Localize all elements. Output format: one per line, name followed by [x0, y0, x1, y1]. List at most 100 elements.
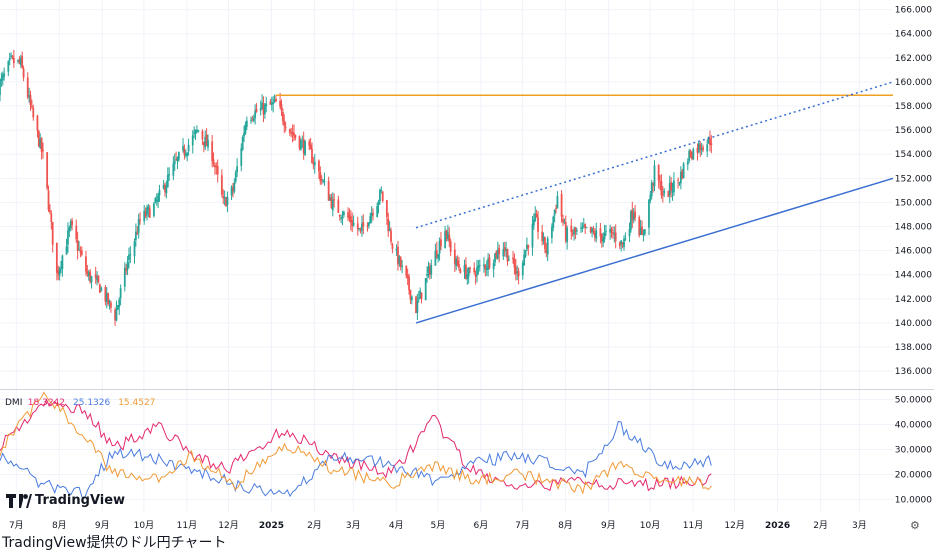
candle-body: [613, 233, 616, 235]
candle-body: [304, 141, 306, 156]
candle-body: [322, 180, 324, 182]
candle-body: [42, 149, 44, 152]
candle-body: [100, 287, 103, 291]
candle-body: [309, 144, 312, 150]
candle-body: [281, 111, 284, 122]
candle-body: [157, 195, 159, 202]
price-tick-label: 148.000: [895, 223, 932, 233]
candle-body: [507, 259, 510, 261]
candle-body: [1, 74, 4, 80]
trendline-blue-support[interactable]: [415, 177, 894, 324]
time-tick-label: 3月: [346, 520, 361, 531]
price-tick-label: 162.000: [895, 54, 932, 64]
candle-body: [697, 143, 700, 152]
candle-body: [162, 185, 165, 189]
candle-body: [323, 180, 326, 182]
candle-body: [535, 213, 538, 218]
candle-body: [459, 269, 462, 274]
candle-body: [80, 250, 83, 255]
candle-body: [589, 226, 592, 233]
candle-body: [379, 189, 381, 202]
candle-body: [686, 161, 689, 165]
candle-body: [293, 132, 295, 136]
dmi-tick-label: 40.0000: [895, 421, 932, 431]
candle-body: [10, 55, 12, 57]
candle-body: [232, 187, 234, 191]
candle-body: [553, 209, 556, 216]
candle-body: [623, 238, 625, 248]
candle-body: [144, 212, 147, 217]
candle-body: [582, 225, 585, 227]
candle-body: [85, 256, 87, 272]
candle-body: [244, 124, 247, 134]
price-tick-label: 152.000: [895, 174, 932, 184]
candle-body: [338, 214, 341, 217]
time-tick-label: 3月: [852, 520, 867, 531]
candle-body: [318, 160, 320, 172]
candle-body: [444, 231, 447, 248]
tradingview-logo[interactable]: TradingView: [6, 493, 125, 508]
candle-body: [526, 244, 528, 250]
candle-body: [320, 178, 323, 181]
candle-body: [370, 212, 373, 217]
gear-icon[interactable]: ⚙: [910, 519, 920, 532]
candle-body: [545, 249, 548, 253]
candle-body: [261, 102, 263, 110]
candle-body: [283, 120, 286, 127]
candle-body: [498, 248, 501, 255]
price-tick-label: 138.000: [895, 343, 932, 353]
candle-body: [692, 149, 695, 160]
candle-body: [308, 141, 311, 146]
candle-body: [621, 242, 624, 245]
candle-body: [255, 108, 258, 112]
price-tick-label: 142.000: [895, 295, 932, 305]
candle-body: [516, 271, 519, 273]
time-tick-label: 8月: [52, 520, 67, 531]
candle-body: [11, 56, 14, 58]
trendline-blue-dotted-resistance[interactable]: [415, 81, 894, 229]
candle-body: [624, 238, 627, 240]
candle-body: [562, 218, 564, 223]
candle-body: [667, 191, 670, 198]
time-tick-label: 2月: [307, 520, 322, 531]
candle-body: [477, 265, 480, 269]
candle-body: [230, 186, 233, 196]
time-tick-label: 7月: [9, 520, 24, 531]
candle-body: [458, 263, 460, 268]
time-axis[interactable]: 7月 8月 9月 10月 11月 12月 2025 2月 3月 4月 5月 6月 7月 8月 9月 10月 11…: [9, 520, 867, 531]
candle-body: [430, 264, 433, 275]
dmi-tick-label: 50.0000: [895, 396, 932, 406]
candle-body: [476, 267, 478, 276]
candle-body: [7, 61, 10, 72]
price-candles: [0, 50, 713, 326]
candle-body: [86, 271, 89, 274]
candle-body: [550, 226, 553, 238]
dmi-pane: [0, 391, 712, 499]
price-axis[interactable]: 136.000 138.000 140.000 142.000 144.000 146.0…: [895, 6, 932, 377]
candle-body: [574, 227, 577, 233]
candle-body: [659, 181, 661, 183]
candle-body: [143, 210, 146, 222]
candle-body: [302, 139, 305, 154]
candle-body: [706, 144, 709, 152]
price-tick-label: 154.000: [895, 150, 932, 160]
candle-body: [488, 257, 491, 268]
dmi-axis[interactable]: 10.0000 20.0000 30.0000 40.0000 50.0000: [895, 396, 932, 506]
time-tick-label: 12月: [724, 520, 744, 531]
candle-body: [707, 136, 710, 144]
candle-body: [347, 212, 349, 218]
candle-body: [495, 251, 498, 258]
candle-body: [214, 165, 216, 168]
candle-body: [503, 247, 506, 251]
candle-body: [216, 165, 219, 175]
candle-body: [226, 196, 229, 205]
candle-body: [560, 193, 563, 217]
candle-body: [417, 298, 420, 300]
candle-body: [125, 268, 128, 271]
candle-body: [205, 134, 208, 147]
candle-body: [534, 213, 537, 221]
candle-body: [630, 211, 632, 230]
dmi-legend: DMI 18.3242 25.1326 15.4527: [5, 398, 155, 408]
candle-body: [298, 136, 301, 149]
candle-body: [367, 222, 370, 227]
